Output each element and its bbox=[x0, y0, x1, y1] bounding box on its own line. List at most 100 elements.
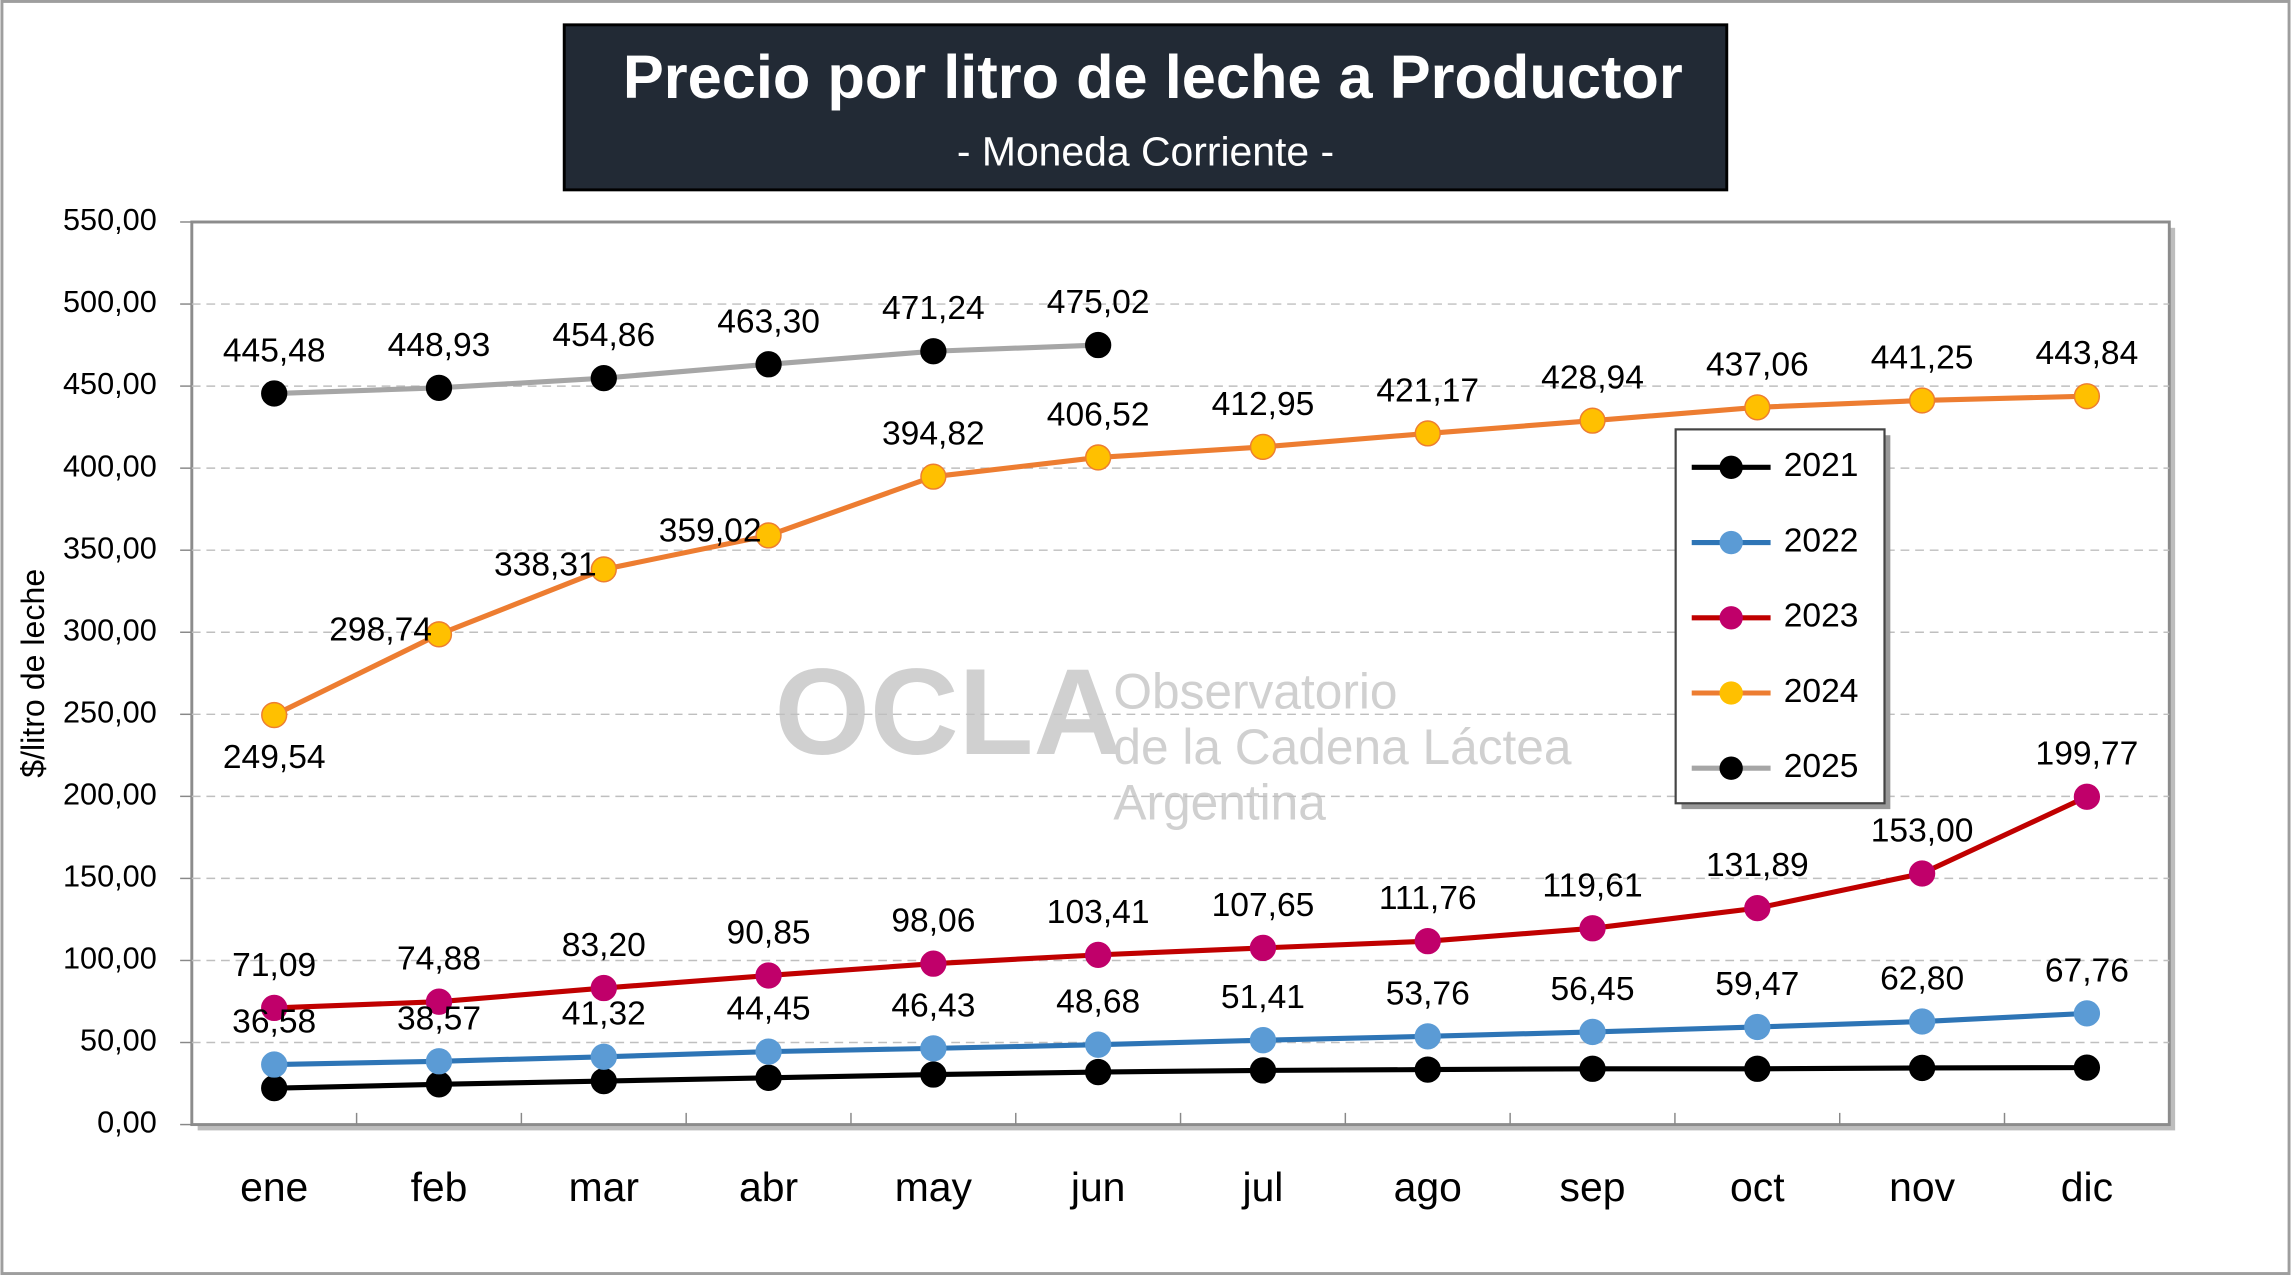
data-label: 83,20 bbox=[562, 927, 646, 964]
data-label: 445,48 bbox=[223, 332, 326, 369]
data-label: 199,77 bbox=[2036, 736, 2139, 773]
title-box bbox=[562, 23, 1729, 192]
data-label: 412,95 bbox=[1212, 386, 1315, 423]
data-point bbox=[2073, 783, 2101, 810]
data-label: 428,94 bbox=[1541, 360, 1644, 397]
data-point bbox=[261, 1051, 288, 1078]
x-tick-label: feb bbox=[411, 1164, 468, 1210]
y-tick-label: 250,00 bbox=[63, 695, 157, 729]
data-point bbox=[1744, 894, 1771, 922]
data-point bbox=[1414, 928, 1441, 955]
data-point bbox=[755, 962, 782, 989]
data-label: 59,47 bbox=[1715, 966, 1799, 1003]
data-label: 103,41 bbox=[1047, 894, 1150, 931]
data-point bbox=[261, 1074, 288, 1102]
data-label: 74,88 bbox=[397, 941, 481, 978]
data-label: 298,74 bbox=[329, 611, 432, 648]
data-label: 67,76 bbox=[2045, 952, 2129, 989]
data-point bbox=[1085, 941, 1112, 969]
x-tick-label: abr bbox=[739, 1164, 798, 1210]
data-label: 111,76 bbox=[1379, 880, 1477, 917]
legend-label: 2022 bbox=[1784, 522, 1859, 559]
data-point bbox=[2073, 1000, 2101, 1027]
data-point bbox=[920, 463, 947, 490]
data-label: 338,31 bbox=[494, 546, 597, 583]
legend-marker bbox=[1719, 756, 1743, 780]
watermark-text: Argentina bbox=[1113, 774, 1326, 830]
data-point bbox=[1579, 915, 1606, 942]
data-point bbox=[590, 974, 617, 1002]
data-label: 36,58 bbox=[232, 1004, 316, 1041]
y-tick-label: 100,00 bbox=[63, 942, 157, 976]
x-tick-label: nov bbox=[1889, 1164, 1955, 1210]
data-point bbox=[1249, 1027, 1277, 1054]
data-point bbox=[1085, 331, 1112, 359]
data-label: 46,43 bbox=[891, 987, 975, 1024]
y-tick-label: 350,00 bbox=[63, 531, 157, 565]
data-label: 463,30 bbox=[717, 303, 820, 340]
x-tick-label: oct bbox=[1730, 1164, 1785, 1210]
y-tick-label: 300,00 bbox=[63, 613, 157, 647]
data-point bbox=[1579, 407, 1606, 434]
data-label: 454,86 bbox=[552, 317, 655, 354]
x-tick-label: ago bbox=[1394, 1164, 1462, 1210]
legend-marker bbox=[1719, 681, 1743, 705]
data-label: 249,54 bbox=[223, 739, 326, 776]
data-label: 475,02 bbox=[1047, 284, 1150, 321]
data-label: 98,06 bbox=[891, 903, 975, 940]
data-point bbox=[1085, 1058, 1112, 1086]
data-label: 48,68 bbox=[1056, 984, 1140, 1021]
data-point bbox=[1908, 387, 1936, 414]
watermark-text: Observatorio bbox=[1113, 663, 1397, 719]
data-point bbox=[590, 1067, 617, 1095]
data-label: 51,41 bbox=[1221, 979, 1305, 1016]
y-tick-label: 150,00 bbox=[63, 860, 157, 894]
series-line bbox=[274, 1065, 2087, 1091]
data-label: 56,45 bbox=[1551, 971, 1635, 1008]
data-point bbox=[590, 364, 617, 392]
y-tick-label: 200,00 bbox=[63, 777, 157, 811]
legend-label: 2021 bbox=[1784, 447, 1859, 484]
data-point bbox=[2073, 1054, 2101, 1081]
watermark-text: de la Cadena Láctea bbox=[1113, 719, 1572, 775]
watermark-logo: OCLA bbox=[775, 643, 1123, 780]
data-point bbox=[1249, 1057, 1277, 1084]
data-label: 71,09 bbox=[232, 947, 316, 984]
data-point bbox=[1085, 1031, 1112, 1058]
data-point bbox=[1414, 1056, 1441, 1083]
data-label: 119,61 bbox=[1542, 867, 1642, 904]
data-point bbox=[920, 338, 947, 365]
data-point bbox=[1579, 1055, 1606, 1082]
data-point bbox=[1744, 394, 1771, 421]
data-label: 107,65 bbox=[1212, 887, 1315, 924]
y-tick-label: 50,00 bbox=[80, 1024, 157, 1058]
x-tick-label: mar bbox=[569, 1164, 639, 1210]
y-tick-label: 550,00 bbox=[63, 203, 157, 237]
data-point bbox=[1908, 1008, 1936, 1035]
data-point bbox=[425, 1071, 453, 1098]
legend-label: 2023 bbox=[1784, 598, 1859, 635]
data-point bbox=[261, 380, 288, 407]
series-line bbox=[274, 1010, 2088, 1068]
data-point bbox=[1085, 444, 1112, 471]
data-point bbox=[1908, 1054, 1936, 1082]
legend-marker bbox=[1719, 606, 1743, 630]
x-tick-label: ene bbox=[240, 1164, 308, 1210]
data-label: 443,84 bbox=[2036, 335, 2139, 372]
legend-marker bbox=[1719, 455, 1743, 480]
data-label: 53,76 bbox=[1386, 975, 1470, 1012]
y-tick-label: 0,00 bbox=[97, 1106, 157, 1140]
data-point bbox=[920, 1035, 947, 1062]
data-point bbox=[1414, 420, 1441, 447]
data-point bbox=[425, 374, 453, 401]
data-point bbox=[755, 522, 782, 549]
data-point bbox=[425, 1048, 453, 1075]
y-tick-label: 500,00 bbox=[63, 285, 157, 319]
y-tick-label: 450,00 bbox=[63, 367, 157, 401]
x-tick-label: dic bbox=[2061, 1164, 2113, 1210]
data-label: 41,32 bbox=[562, 996, 646, 1033]
data-label: 448,93 bbox=[388, 327, 491, 364]
y-axis-label: $/litro de leche bbox=[15, 569, 51, 778]
data-point bbox=[425, 988, 453, 1015]
